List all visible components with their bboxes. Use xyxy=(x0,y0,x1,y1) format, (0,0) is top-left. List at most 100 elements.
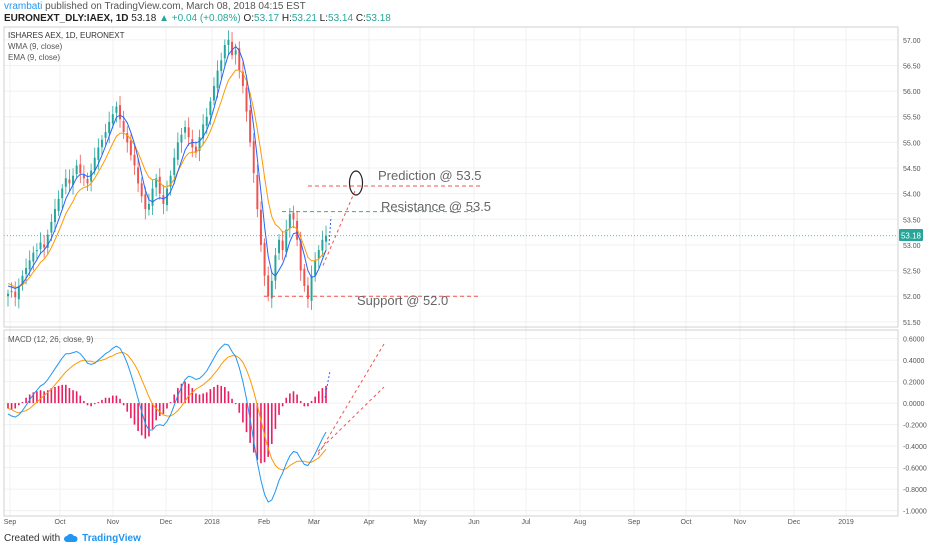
macd-histogram-bar xyxy=(65,384,67,404)
macd-histogram-bar xyxy=(122,403,125,406)
candle-body xyxy=(212,85,215,101)
candle-body xyxy=(198,137,201,151)
macd-histogram-bar xyxy=(39,390,42,404)
candle-body xyxy=(205,116,208,126)
macd-signal-line xyxy=(7,352,327,471)
chart-canvas[interactable]: 57.00 56.50 56.00 55.50 55.00 54.50 54.00 53.50… xyxy=(0,0,932,530)
macd-histogram-bar xyxy=(209,389,212,404)
candle-body xyxy=(209,101,212,116)
macd-histogram-bar xyxy=(61,384,64,404)
macd-histogram-bar xyxy=(296,394,298,404)
candle-body xyxy=(144,194,147,210)
prediction-circle xyxy=(348,170,364,196)
price-tick-label: 56.50 xyxy=(903,63,921,70)
moving-averages xyxy=(7,45,327,290)
signal-projection-line xyxy=(317,386,385,452)
candle-body xyxy=(104,132,107,138)
candle-body xyxy=(7,293,9,297)
candle-body xyxy=(155,178,158,188)
macd-histogram-bar xyxy=(57,385,60,404)
macd-histogram-bar xyxy=(289,393,291,404)
time-tick-label: Nov xyxy=(107,519,120,526)
last-price-badge-bg xyxy=(899,229,923,241)
macd-histogram-bar xyxy=(187,383,190,404)
macd-histogram-bar xyxy=(180,383,183,404)
price-pane-border xyxy=(3,26,899,328)
macd-histogram-bar xyxy=(224,386,226,404)
candle-body xyxy=(223,44,226,59)
candles xyxy=(7,30,327,310)
price-tick-label: 54.00 xyxy=(903,192,921,199)
candle-body xyxy=(17,285,20,300)
candle-body xyxy=(75,165,78,175)
candle-body xyxy=(310,275,313,301)
macd-histogram-bar xyxy=(303,403,306,407)
candle-body xyxy=(180,134,183,143)
resistance-label: Resistance @ 53.5 xyxy=(381,199,491,214)
publish-info: vrambati published on TradingView.com, M… xyxy=(4,1,306,12)
macd-tick-label: -0.2000 xyxy=(903,423,927,430)
candle-body xyxy=(292,212,295,220)
macd-tick-label: 0.6000 xyxy=(903,337,925,344)
candle-body xyxy=(53,209,56,223)
wma-line xyxy=(7,45,327,290)
last-price-badge-text: 53.18 xyxy=(901,232,922,241)
candle-body xyxy=(259,209,262,245)
macd-histogram-bar xyxy=(155,403,157,421)
macd-histogram-bar xyxy=(325,385,327,404)
candle-body xyxy=(227,39,230,46)
publish-text: published on TradingView.com, March 08, … xyxy=(45,1,306,12)
candle-body xyxy=(108,121,111,134)
macd-histogram-bar xyxy=(28,394,31,404)
macd-histogram-bar xyxy=(14,403,17,409)
candle-body xyxy=(140,183,143,197)
price-tick-label: 54.50 xyxy=(903,166,921,173)
candle-body xyxy=(325,235,327,242)
cloud-icon xyxy=(64,534,78,542)
ema-line xyxy=(7,69,327,289)
candle-body xyxy=(184,127,187,133)
macd-histogram-bar xyxy=(119,398,121,404)
candle-body xyxy=(281,240,284,251)
close-value: 53.18 xyxy=(365,13,391,24)
macd-histogram-bar xyxy=(270,403,273,444)
price-tick-label: 52.00 xyxy=(903,294,921,301)
high-label: H: xyxy=(281,13,292,24)
candle-body xyxy=(133,154,136,166)
candle-body xyxy=(314,260,317,276)
candle-body xyxy=(111,114,114,124)
macd-histogram-bar xyxy=(46,390,49,404)
macd-histogram-bar xyxy=(278,403,280,415)
candle-body xyxy=(93,157,96,171)
macd-histogram-bar xyxy=(249,403,251,443)
macd-histogram-bar xyxy=(36,391,38,404)
macd-short-projection xyxy=(324,370,331,398)
macd-histogram-bar xyxy=(72,390,74,404)
candle-body xyxy=(122,121,125,133)
author-link[interactable]: vrambati xyxy=(4,1,43,12)
candle-body xyxy=(64,178,67,187)
candle-body xyxy=(72,175,75,185)
macd-histogram-bar xyxy=(184,381,186,404)
macd-histogram-bar xyxy=(292,391,295,404)
macd-histogram-bar xyxy=(267,403,269,457)
macd-histogram-bar xyxy=(242,403,244,423)
macd-histogram-bar xyxy=(137,403,139,432)
candle-body xyxy=(187,127,190,138)
tradingview-brand-link[interactable]: TradingView xyxy=(82,533,141,544)
time-tick-label: May xyxy=(413,519,427,526)
candle-body xyxy=(234,50,237,55)
macd-histogram-bar xyxy=(162,403,165,414)
candle-body xyxy=(57,198,60,212)
macd-histogram-bar xyxy=(202,393,204,404)
candle-body xyxy=(97,147,100,160)
ohlc-bar: EURONEXT_DLY:IAEX, 1D 53.18 ▲ +0.04 (+0.… xyxy=(4,13,391,24)
candle-body xyxy=(241,71,244,86)
time-tick-label: Dec xyxy=(160,519,173,526)
macd-tick-label: -1.0000 xyxy=(903,509,927,516)
macd-histogram-bar xyxy=(126,403,129,412)
candle-body xyxy=(158,176,161,194)
macd-histogram-bar xyxy=(263,403,266,463)
macd-histogram-bar xyxy=(260,403,262,464)
legend-title: ISHARES AEX, 1D, EURONEXT xyxy=(8,31,125,40)
